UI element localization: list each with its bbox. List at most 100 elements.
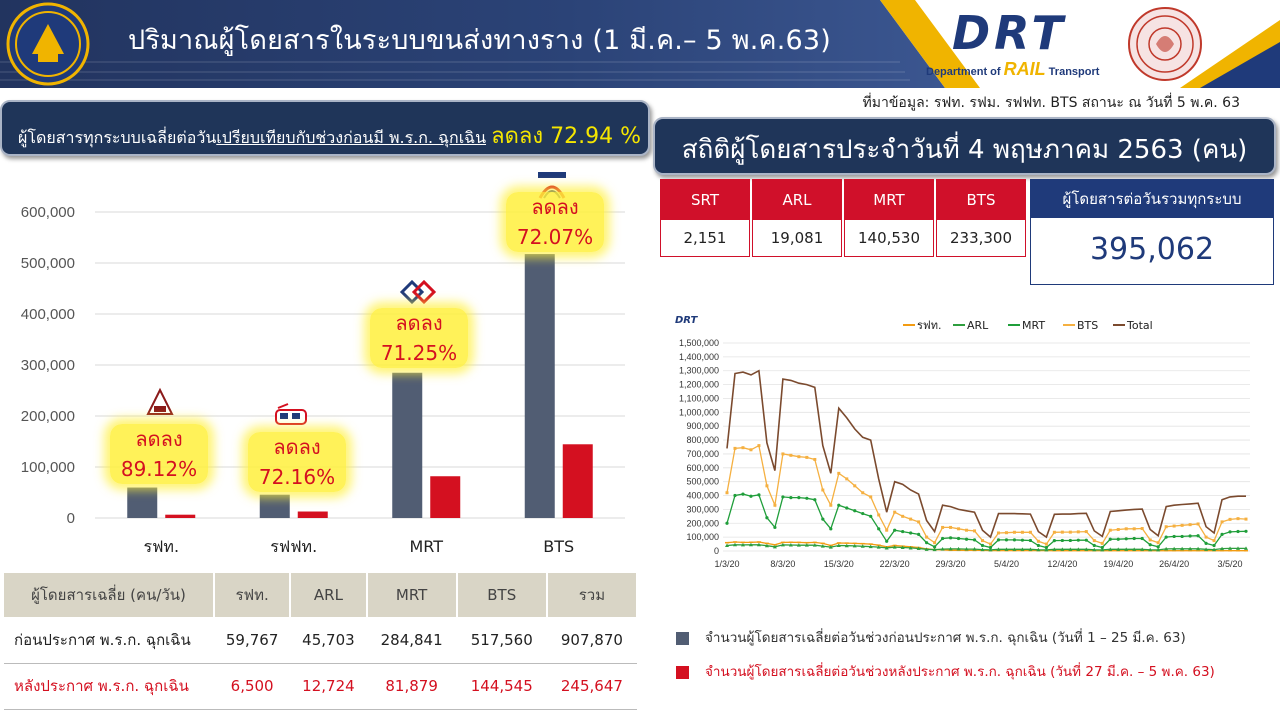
series-point [1100, 545, 1104, 550]
series-point [1052, 539, 1056, 543]
stat-value: 19,081 [770, 229, 824, 247]
table-header-cell: MRT [366, 573, 458, 617]
x-tick-label: 19/4/20 [1103, 559, 1133, 569]
series-point [1028, 538, 1033, 543]
series-point [1044, 547, 1049, 552]
average-reduction-banner: ผู้โดยสารทุกระบบเฉลี่ยต่อวันเปรียบเทียบก… [0, 100, 650, 156]
header-bar: ปริมาณผู้โดยสารในระบบขนส่งทางราง (1 มี.ค… [0, 0, 1280, 88]
series-point [1036, 547, 1041, 552]
daily-passengers-line-chart: DRT รฟท. ARL MRT BTS Total 0 100,000 200,000 30… [675, 313, 1250, 569]
mrt-logo-icon [399, 279, 437, 305]
series-point [725, 543, 729, 547]
series-point [1108, 547, 1113, 551]
series-point [1188, 546, 1193, 551]
series-point [1044, 542, 1048, 546]
series-point [1164, 546, 1169, 551]
series-point [748, 542, 753, 547]
legend-label: MRT [1022, 319, 1045, 332]
y-tick-label: 500,000 [686, 477, 719, 487]
series-point [956, 536, 961, 541]
series-point [1044, 545, 1048, 550]
y-tick-label: 1,400,000 [679, 352, 719, 362]
line-chart-grid [723, 342, 1250, 552]
series-point [1156, 547, 1161, 552]
legend-label: รฟท. [917, 319, 941, 332]
series-point [1228, 517, 1232, 521]
series-point [1180, 523, 1184, 527]
series-point [1020, 530, 1024, 534]
series-point [1084, 538, 1088, 542]
series-point [1164, 525, 1168, 529]
srt-logo-icon [146, 387, 174, 415]
series-point [1076, 538, 1080, 542]
series-point [1092, 539, 1096, 543]
series-point [813, 498, 817, 502]
callout-bts-line1: ลดลง [531, 195, 579, 219]
x-tick-label: 26/4/20 [1159, 559, 1189, 569]
total-value: 395,062 [1089, 232, 1215, 267]
y-tick-label: 1,000,000 [679, 407, 719, 417]
series-point [1172, 546, 1177, 551]
series-point [1140, 527, 1144, 531]
average-reduction-text: ผู้โดยสารทุกระบบเฉลี่ยต่อวันเปรียบเทียบก… [18, 118, 641, 153]
series-point [1108, 537, 1112, 541]
bar-before [392, 372, 423, 518]
series-point [836, 543, 841, 547]
x-tick-label: 15/3/20 [824, 559, 854, 569]
drt-logo-subtitle: Department of RAIL Transport [926, 59, 1099, 80]
series-point [1220, 532, 1224, 536]
series-point [1076, 547, 1081, 551]
series-point [1036, 539, 1040, 543]
y-tick-label: 1,500,000 [679, 338, 719, 348]
series-point [973, 529, 977, 533]
total-passengers-box: ผู้โดยสารต่อวันรวมทุกระบบ 395,062 [1030, 179, 1274, 285]
table-header-cell: BTS [456, 573, 548, 617]
series-point [900, 545, 905, 550]
series-point [845, 506, 849, 510]
series-point [765, 516, 769, 520]
series-point [733, 493, 737, 498]
series-point [804, 543, 809, 547]
series-point [1220, 520, 1224, 524]
series-point [1188, 523, 1192, 527]
series-point [964, 537, 969, 541]
series-point [1148, 547, 1153, 552]
average-passengers-table: ผู้โดยสารเฉลี่ย (คน/วัน) รฟท. ARL MRT BT… [4, 573, 639, 710]
transport-ministry-seal [1128, 7, 1202, 81]
series-point [877, 527, 881, 531]
table-header-cell: รวม [546, 573, 639, 617]
banner-prefix: ผู้โดยสารทุกระบบเฉลี่ยต่อวัน [18, 128, 217, 147]
stat-label: MRT [845, 180, 933, 220]
series-point [1108, 528, 1112, 532]
x-tick-label: 8/3/20 [770, 559, 795, 569]
callout-srt-line1: ลดลง [135, 427, 183, 451]
series-point [885, 528, 889, 532]
stat-box-srt: SRT 2,151 [660, 179, 750, 257]
series-point [1164, 535, 1168, 539]
series-point [1236, 546, 1241, 550]
series-point [1076, 530, 1080, 534]
series-point [981, 539, 985, 543]
series-point [781, 495, 785, 499]
series-point [812, 543, 817, 547]
data-source-note: ที่มาข้อมูล: รฟท. รฟม. รฟฟท. BTS สถานะ ณ… [862, 95, 1240, 111]
table-cell: 81,879 [366, 663, 457, 710]
series-point [1060, 547, 1065, 551]
series-point [773, 503, 777, 507]
series-point [1116, 528, 1120, 532]
y-tick-label: 600,000 [686, 463, 719, 473]
series-point [1124, 527, 1128, 531]
series-point [893, 510, 897, 514]
series-point [892, 545, 897, 549]
y-tick-label: 700,000 [686, 449, 719, 459]
series-point [988, 542, 992, 546]
series-point [757, 444, 761, 448]
table-header-row: ผู้โดยสารเฉลี่ย (คน/วัน) รฟท. ARL MRT BT… [4, 573, 639, 617]
table-cell: ก่อนประกาศ พ.ร.ก. ฉุกเฉิน [4, 617, 214, 664]
series-point [1236, 517, 1240, 521]
srt-reduction-callout: ลดลง 89.12% [104, 424, 214, 484]
y-tick-label: 100,000 [686, 532, 719, 542]
legend-label: ARL [967, 319, 989, 332]
series-point [1228, 546, 1233, 550]
table-row: หลังประกาศ พ.ร.ก. ฉุกเฉิน 6,500 12,724 8… [4, 663, 637, 710]
